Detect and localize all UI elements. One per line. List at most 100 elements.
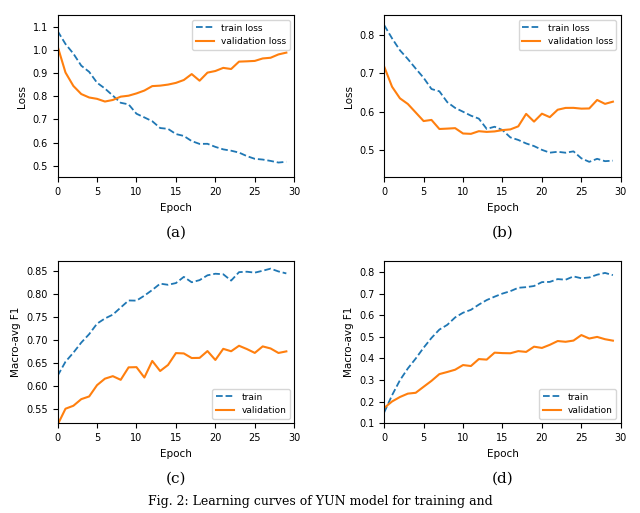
validation loss xyxy=(546,114,554,120)
validation loss xyxy=(420,118,428,124)
validation xyxy=(506,350,514,357)
validation loss xyxy=(211,68,219,74)
X-axis label: Epoch: Epoch xyxy=(160,448,192,459)
train xyxy=(475,302,483,308)
train xyxy=(546,279,554,285)
train xyxy=(506,288,514,294)
validation xyxy=(577,332,585,338)
Legend: train, validation: train, validation xyxy=(539,389,616,419)
validation loss xyxy=(538,111,546,117)
train xyxy=(436,326,444,332)
train loss xyxy=(491,124,499,130)
validation loss xyxy=(467,131,475,137)
validation xyxy=(101,376,109,382)
validation xyxy=(141,374,148,381)
train xyxy=(282,270,290,277)
train xyxy=(220,271,227,278)
train xyxy=(491,293,499,300)
validation loss xyxy=(204,70,211,76)
validation xyxy=(85,393,93,400)
train loss xyxy=(562,150,570,156)
train xyxy=(109,311,116,318)
train xyxy=(196,277,204,283)
train loss xyxy=(235,149,243,155)
validation xyxy=(180,350,188,357)
validation xyxy=(282,348,290,354)
validation xyxy=(259,343,266,349)
validation xyxy=(499,350,506,356)
validation loss xyxy=(436,126,444,132)
validation loss xyxy=(499,127,506,133)
Line: train loss: train loss xyxy=(58,31,286,163)
train xyxy=(396,377,404,383)
validation xyxy=(77,396,85,402)
train xyxy=(101,315,109,322)
train xyxy=(275,268,282,274)
train loss xyxy=(436,88,444,94)
validation loss xyxy=(180,77,188,83)
train loss xyxy=(61,41,69,47)
train loss xyxy=(85,69,93,75)
validation xyxy=(275,350,282,356)
train xyxy=(515,285,522,291)
train xyxy=(499,290,506,297)
validation xyxy=(475,356,483,362)
Legend: train loss, validation loss: train loss, validation loss xyxy=(192,20,290,50)
train loss xyxy=(506,134,514,141)
train loss xyxy=(380,22,388,28)
validation xyxy=(593,334,601,340)
validation loss xyxy=(77,91,85,97)
train xyxy=(562,277,570,283)
train xyxy=(554,276,561,282)
validation loss xyxy=(117,93,125,100)
validation loss xyxy=(275,51,282,57)
validation xyxy=(412,390,420,396)
validation loss xyxy=(412,109,420,115)
validation loss xyxy=(515,123,522,129)
Line: validation: validation xyxy=(58,346,286,425)
train loss xyxy=(428,86,435,92)
train loss xyxy=(109,92,116,98)
train loss xyxy=(570,148,577,154)
validation loss xyxy=(235,58,243,65)
validation xyxy=(156,368,164,374)
validation loss xyxy=(522,111,530,117)
train xyxy=(188,279,196,285)
validation loss xyxy=(282,50,290,56)
train xyxy=(54,373,61,379)
train xyxy=(586,274,593,281)
validation xyxy=(172,350,180,356)
train loss xyxy=(467,112,475,119)
validation xyxy=(428,378,435,384)
validation loss xyxy=(188,71,196,77)
train loss xyxy=(577,155,585,162)
X-axis label: Epoch: Epoch xyxy=(486,203,518,212)
validation loss xyxy=(506,126,514,132)
train loss xyxy=(483,126,490,132)
train xyxy=(538,279,546,285)
train loss xyxy=(259,156,266,163)
validation xyxy=(522,349,530,355)
train loss xyxy=(282,159,290,165)
validation loss xyxy=(483,129,490,135)
validation loss xyxy=(491,128,499,134)
train loss xyxy=(172,131,180,137)
validation xyxy=(132,364,140,370)
validation loss xyxy=(227,66,235,72)
train xyxy=(420,345,428,351)
validation xyxy=(109,373,116,379)
train loss xyxy=(522,141,530,147)
Y-axis label: Macro-avg F1: Macro-avg F1 xyxy=(344,307,353,378)
train xyxy=(85,331,93,337)
validation loss xyxy=(609,98,617,105)
train xyxy=(172,280,180,286)
Y-axis label: Loss: Loss xyxy=(344,85,353,108)
train loss xyxy=(148,118,156,124)
validation loss xyxy=(54,43,61,49)
train loss xyxy=(601,158,609,164)
validation loss xyxy=(451,125,459,131)
train xyxy=(530,283,538,289)
validation loss xyxy=(70,83,77,89)
validation xyxy=(491,349,499,356)
train xyxy=(522,284,530,290)
